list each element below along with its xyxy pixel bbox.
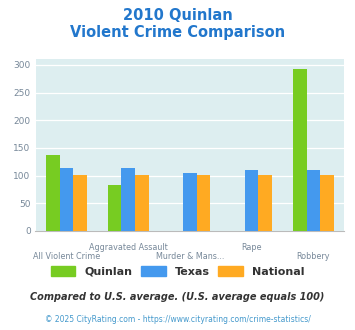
Bar — [258, 175, 272, 231]
Bar — [245, 170, 258, 231]
Text: All Violent Crime: All Violent Crime — [33, 252, 100, 261]
Legend: Quinlan, Texas, National: Quinlan, Texas, National — [47, 261, 308, 281]
Text: 2010 Quinlan: 2010 Quinlan — [122, 8, 233, 23]
Bar — [135, 175, 148, 231]
Bar — [197, 175, 210, 231]
Bar — [121, 168, 135, 231]
Text: Murder & Mans...: Murder & Mans... — [156, 252, 224, 261]
Text: Rape: Rape — [241, 243, 262, 252]
Bar — [320, 175, 334, 231]
Bar — [108, 184, 121, 231]
Text: © 2025 CityRating.com - https://www.cityrating.com/crime-statistics/: © 2025 CityRating.com - https://www.city… — [45, 315, 310, 324]
Text: Aggravated Assault: Aggravated Assault — [89, 243, 168, 252]
Bar — [60, 168, 73, 231]
Text: Robbery: Robbery — [297, 252, 330, 261]
Bar — [46, 155, 60, 231]
Bar — [183, 173, 197, 231]
Bar — [307, 170, 320, 231]
Text: Violent Crime Comparison: Violent Crime Comparison — [70, 25, 285, 40]
Text: Compared to U.S. average. (U.S. average equals 100): Compared to U.S. average. (U.S. average … — [30, 292, 325, 302]
Bar — [293, 69, 307, 231]
Bar — [73, 175, 87, 231]
